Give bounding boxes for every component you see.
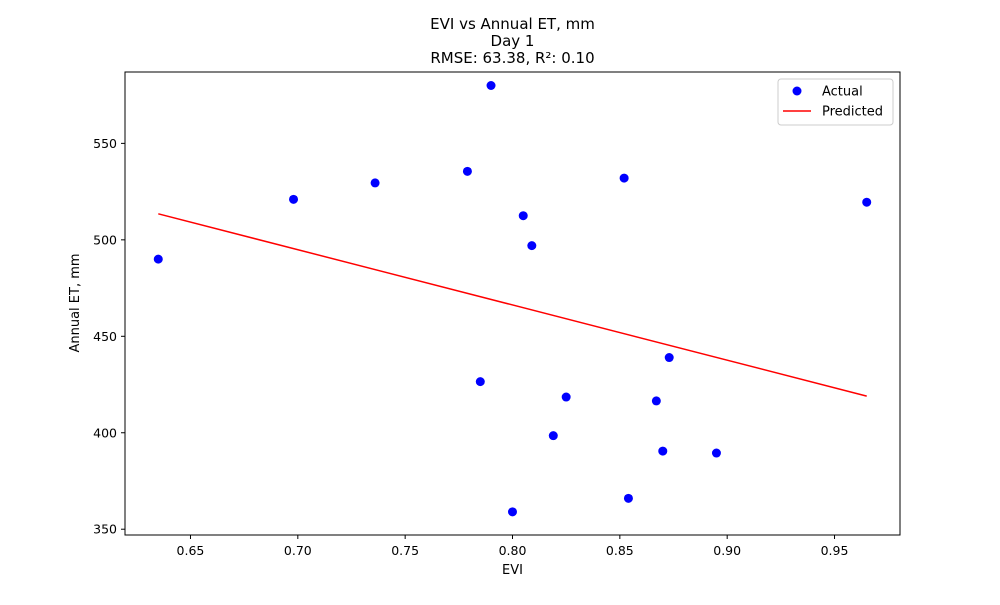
x-tick-label: 0.70 [284, 543, 312, 558]
y-axis-label: Annual ET, mm [68, 253, 83, 352]
x-tick-label: 0.95 [821, 543, 849, 558]
chart-title-line-1: EVI vs Annual ET, mm [430, 15, 595, 33]
plot-frame [124, 71, 901, 536]
x-tick-label: 0.85 [606, 543, 634, 558]
y-tick-label: 350 [93, 522, 117, 537]
y-tick-label: 400 [93, 425, 117, 440]
actual-point [658, 446, 668, 456]
actual-point [619, 173, 629, 183]
actual-point [518, 211, 528, 221]
actual-point [475, 377, 485, 387]
x-tick-label: 0.75 [391, 543, 419, 558]
actual-point [651, 396, 661, 406]
predicted-line [158, 213, 867, 397]
x-tick-label: 0.90 [713, 543, 741, 558]
actual-point [527, 241, 537, 251]
actual-point [508, 507, 517, 517]
chart-title-line-3: RMSE: 63.38, R²: 0.10 [430, 49, 594, 67]
x-tick-label: 0.80 [499, 543, 527, 558]
actual-point [664, 353, 674, 363]
x-tick-label: 0.65 [177, 543, 205, 558]
actual-point [289, 194, 299, 204]
actual-point [623, 493, 633, 503]
actual-point [862, 197, 872, 207]
y-tick-label: 450 [93, 329, 117, 344]
legend-marker-actual [792, 86, 802, 96]
actual-point [561, 392, 571, 402]
legend-box [777, 78, 894, 126]
actual-point [153, 254, 163, 264]
actual-point [711, 448, 721, 458]
legend-label-actual: Actual [822, 85, 863, 100]
actual-point [462, 166, 472, 176]
actual-point [548, 431, 558, 441]
actual-point [370, 178, 380, 188]
y-tick-label: 550 [93, 136, 117, 151]
legend-label-predicted: Predicted [822, 105, 883, 120]
chart-title-line-2: Day 1 [491, 32, 535, 50]
chart-title: EVI vs Annual ET, mm Day 1 RMSE: 63.38, … [430, 15, 595, 67]
y-tick-label: 500 [93, 232, 117, 247]
plot-area: 0.65 0.70 0.75 0.80 0.85 0.90 0.95 350 400 450 500… [93, 71, 901, 558]
x-axis-label: EVI [502, 563, 523, 578]
legend: Actual Predicted [777, 78, 894, 126]
actual-point [486, 81, 496, 90]
